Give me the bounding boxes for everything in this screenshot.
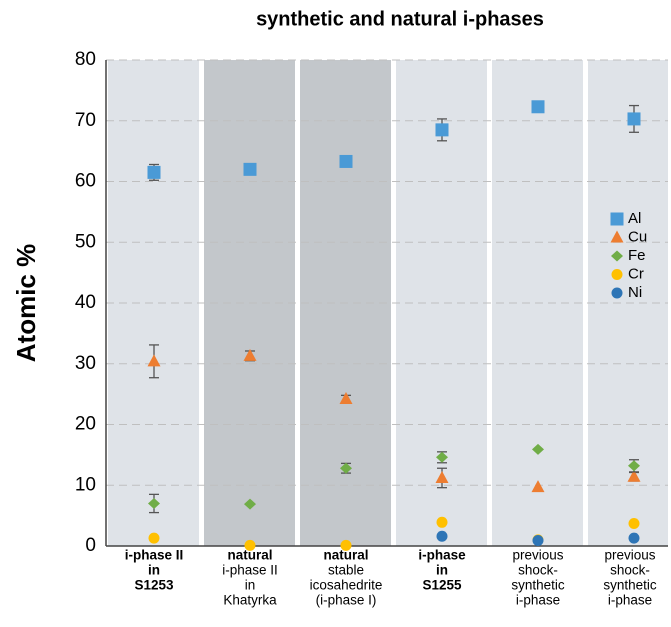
marker (627, 469, 641, 482)
marker (628, 518, 640, 530)
marker (628, 532, 640, 544)
legend-marker (610, 212, 624, 226)
marker (148, 532, 160, 544)
y-tick-label: 80 (75, 49, 96, 70)
marker (147, 165, 161, 179)
x-tick-label: i-phase II (125, 548, 184, 563)
x-tick-label: in (245, 578, 256, 593)
x-tick-label: icosahedrite (310, 578, 383, 593)
y-axis-label: Atomic % (11, 244, 41, 362)
x-tick-label: S1255 (422, 578, 462, 593)
y-tick-label: 20 (75, 414, 96, 435)
x-tick-label: stable (328, 563, 364, 578)
x-tick-label: shock- (518, 563, 558, 578)
x-tick-label: i-phase II (222, 563, 278, 578)
marker (531, 480, 545, 493)
x-tick-label: synthetic (511, 578, 565, 593)
marker (244, 539, 256, 551)
legend-label: Al (628, 210, 641, 227)
marker (628, 460, 640, 472)
legend-label: Ni (628, 284, 642, 301)
y-tick-label: 10 (75, 474, 96, 495)
legend-label: Cr (628, 265, 644, 282)
marker (339, 154, 353, 168)
marker (340, 462, 352, 474)
x-tick-label: synthetic (603, 578, 657, 593)
marker (148, 497, 160, 509)
marker (243, 162, 257, 176)
legend-label: Fe (628, 247, 646, 264)
marker (627, 112, 641, 126)
y-tick-label: 40 (75, 292, 96, 313)
x-tick-label: i-phase (516, 593, 560, 608)
marker (147, 354, 161, 367)
marker (436, 516, 448, 528)
x-tick-label: (i-phase I) (316, 593, 377, 608)
x-tick-label: shock- (610, 563, 650, 578)
x-tick-label: in (436, 563, 448, 578)
y-tick-label: 50 (75, 231, 96, 252)
marker (340, 539, 352, 551)
x-tick-label: previous (512, 548, 563, 563)
y-tick-label: 60 (75, 171, 96, 192)
y-tick-label: 0 (85, 535, 96, 556)
marker (532, 443, 544, 455)
marker (436, 451, 448, 463)
marker (339, 391, 353, 404)
x-tick-label: natural (323, 548, 368, 563)
legend-label: Cu (628, 228, 647, 245)
x-tick-label: i-phase (418, 548, 466, 563)
marker (435, 123, 449, 137)
x-tick-label: in (148, 563, 160, 578)
marker (531, 100, 545, 114)
x-tick-label: Khatyrka (223, 593, 277, 608)
y-tick-label: 30 (75, 353, 96, 374)
y-tick-label: 70 (75, 110, 96, 131)
marker (436, 530, 448, 542)
legend-marker (611, 269, 623, 280)
legend-marker (611, 287, 623, 299)
marker (532, 535, 544, 547)
x-tick-label: S1253 (134, 578, 174, 593)
marker (243, 348, 257, 361)
legend-marker (610, 230, 624, 243)
x-tick-label: previous (604, 548, 655, 563)
x-tick-label: natural (227, 548, 272, 563)
x-tick-label: i-phase (608, 593, 652, 608)
chart-title: synthetic and natural i-phases (256, 8, 544, 30)
marker (435, 470, 449, 483)
marker (244, 498, 256, 510)
legend-marker (611, 250, 623, 262)
